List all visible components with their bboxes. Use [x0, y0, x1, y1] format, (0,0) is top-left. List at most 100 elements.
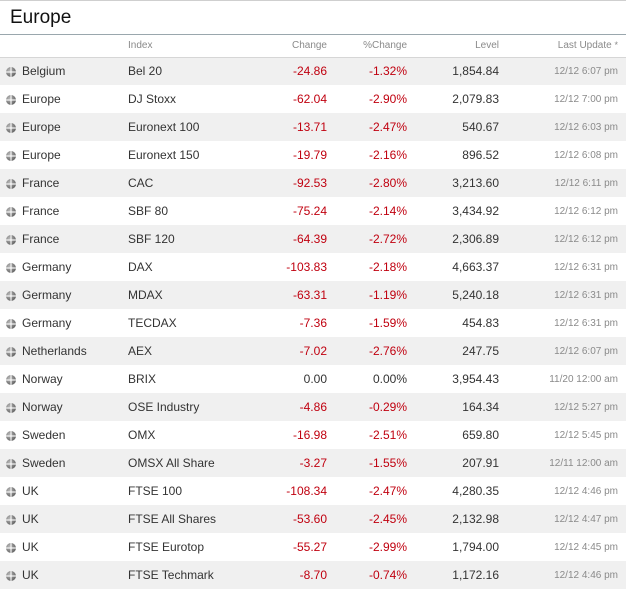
index-link[interactable]: SBF 120: [128, 232, 175, 246]
index-cell[interactable]: CAC: [128, 169, 255, 197]
globe-icon-cell[interactable]: [0, 533, 22, 561]
globe-icon-cell[interactable]: [0, 309, 22, 337]
index-cell[interactable]: OSE Industry: [128, 393, 255, 421]
globe-icon-cell[interactable]: [0, 113, 22, 141]
index-link[interactable]: Euronext 100: [128, 120, 200, 134]
globe-icon[interactable]: [6, 206, 16, 217]
header-index[interactable]: Index: [128, 40, 153, 52]
globe-icon-cell[interactable]: [0, 197, 22, 225]
table-row[interactable]: Norway OSE Industry -4.86 -0.29% 164.34 12/12…: [0, 393, 626, 421]
globe-icon[interactable]: [6, 234, 16, 245]
globe-icon-cell[interactable]: [0, 477, 22, 505]
table-row[interactable]: UK FTSE All Shares -53.60 -2.45% 2,132.98 12/…: [0, 505, 626, 533]
table-row[interactable]: Sweden OMX -16.98 -2.51% 659.80 12/12 5:45 pm: [0, 421, 626, 449]
index-cell[interactable]: DJ Stoxx: [128, 85, 255, 113]
table-row[interactable]: Germany MDAX -63.31 -1.19% 5,240.18 12/12 6:3…: [0, 281, 626, 309]
globe-icon-cell[interactable]: [0, 561, 22, 589]
globe-icon[interactable]: [6, 542, 16, 553]
index-link[interactable]: FTSE Eurotop: [128, 540, 205, 554]
index-link[interactable]: Euronext 150: [128, 148, 200, 162]
index-cell[interactable]: SBF 80: [128, 197, 255, 225]
index-link[interactable]: Bel 20: [128, 64, 163, 79]
index-link[interactable]: OMSX All Share: [128, 456, 215, 470]
globe-icon[interactable]: [6, 178, 16, 189]
index-link[interactable]: DJ Stoxx: [128, 92, 177, 106]
globe-icon[interactable]: [6, 514, 16, 525]
index-cell[interactable]: SBF 120: [128, 225, 255, 253]
index-cell[interactable]: FTSE 100: [128, 477, 255, 505]
table-row[interactable]: Europe Euronext 100 -13.71 -2.47% 540.67 12/1…: [0, 113, 626, 141]
index-cell[interactable]: FTSE All Shares: [128, 505, 255, 533]
index-link[interactable]: FTSE All Shares: [128, 512, 217, 526]
index-link[interactable]: MDAX: [128, 288, 163, 302]
index-cell[interactable]: TECDAX: [128, 309, 255, 337]
index-cell[interactable]: Bel 20: [128, 57, 255, 85]
globe-icon-cell[interactable]: [0, 85, 22, 113]
index-link[interactable]: CAC: [128, 176, 154, 190]
header-last-update[interactable]: Last Update *: [499, 35, 618, 57]
index-cell[interactable]: DAX: [128, 253, 255, 281]
index-cell[interactable]: MDAX: [128, 281, 255, 309]
globe-icon[interactable]: [6, 374, 16, 385]
globe-icon-cell[interactable]: [0, 421, 22, 449]
index-cell[interactable]: OMSX All Share: [128, 449, 255, 477]
index-link[interactable]: BRIX: [128, 372, 157, 386]
globe-icon-cell[interactable]: [0, 337, 22, 365]
index-link[interactable]: AEX: [128, 344, 153, 358]
globe-icon-cell[interactable]: [0, 57, 22, 85]
globe-icon-cell[interactable]: [0, 281, 22, 309]
globe-icon-cell[interactable]: [0, 141, 22, 169]
globe-icon-cell[interactable]: [0, 169, 22, 197]
table-row[interactable]: Belgium Bel 20 -24.86 -1.32% 1,854.84 12/12 6…: [0, 57, 626, 85]
table-row[interactable]: Europe Euronext 150 -19.79 -2.16% 896.52 12/1…: [0, 141, 626, 169]
index-link[interactable]: FTSE 100: [128, 484, 183, 498]
globe-icon-cell[interactable]: [0, 505, 22, 533]
table-row[interactable]: UK FTSE Techmark -8.70 -0.74% 1,172.16 12/12 …: [0, 561, 626, 589]
index-link[interactable]: FTSE Techmark: [128, 568, 214, 582]
globe-icon-cell[interactable]: [0, 253, 22, 281]
globe-icon[interactable]: [6, 262, 16, 273]
table-row[interactable]: Germany TECDAX -7.36 -1.59% 454.83 12/12 6:31…: [0, 309, 626, 337]
table-row[interactable]: UK FTSE Eurotop -55.27 -2.99% 1,794.00 12/12 …: [0, 533, 626, 561]
globe-icon[interactable]: [6, 402, 16, 413]
table-row[interactable]: France SBF 80 -75.24 -2.14% 3,434.92 12/12 6:…: [0, 197, 626, 225]
table-row[interactable]: UK FTSE 100 -108.34 -2.47% 4,280.35 12/12 4:4…: [0, 477, 626, 505]
header-change[interactable]: Change: [291, 40, 327, 52]
globe-icon-cell[interactable]: [0, 449, 22, 477]
header-pct-change[interactable]: %Change: [363, 40, 407, 52]
globe-icon[interactable]: [6, 458, 16, 469]
table-row[interactable]: Norway BRIX 0.00 0.00% 3,954.43 11/20 12:00 a…: [0, 365, 626, 393]
table-row[interactable]: Sweden OMSX All Share -3.27 -1.55% 207.91 12/…: [0, 449, 626, 477]
index-cell[interactable]: OMX: [128, 421, 255, 449]
index-cell[interactable]: Euronext 100: [128, 113, 255, 141]
globe-icon[interactable]: [6, 67, 16, 78]
index-link[interactable]: DAX: [128, 260, 153, 274]
index-cell[interactable]: BRIX: [128, 365, 255, 393]
index-link[interactable]: OSE Industry: [128, 400, 200, 414]
index-link[interactable]: TECDAX: [128, 316, 177, 330]
index-cell[interactable]: Euronext 150: [128, 141, 255, 169]
index-cell[interactable]: AEX: [128, 337, 255, 365]
table-row[interactable]: Netherlands AEX -7.02 -2.76% 247.75 12/12 6:0…: [0, 337, 626, 365]
globe-icon[interactable]: [6, 486, 16, 497]
globe-icon[interactable]: [6, 318, 16, 329]
globe-icon-cell[interactable]: [0, 225, 22, 253]
globe-icon[interactable]: [6, 122, 16, 133]
index-cell[interactable]: FTSE Techmark: [128, 561, 255, 589]
globe-icon[interactable]: [6, 430, 16, 441]
globe-icon-cell[interactable]: [0, 393, 22, 421]
index-link[interactable]: OMX: [128, 428, 156, 442]
globe-icon[interactable]: [6, 94, 16, 105]
table-row[interactable]: France SBF 120 -64.39 -2.72% 2,306.89 12/12 6…: [0, 225, 626, 253]
globe-icon-cell[interactable]: [0, 365, 22, 393]
table-row[interactable]: Germany DAX -103.83 -2.18% 4,663.37 12/12 6:3…: [0, 253, 626, 281]
index-cell[interactable]: FTSE Eurotop: [128, 533, 255, 561]
globe-icon[interactable]: [6, 150, 16, 161]
globe-icon[interactable]: [6, 346, 16, 357]
header-level[interactable]: Level: [475, 40, 499, 52]
globe-icon[interactable]: [6, 570, 16, 581]
table-row[interactable]: Europe DJ Stoxx -62.04 -2.90% 2,079.83 12/12 …: [0, 85, 626, 113]
globe-icon[interactable]: [6, 290, 16, 301]
index-link[interactable]: SBF 80: [128, 204, 169, 218]
table-row[interactable]: France CAC -92.53 -2.80% 3,213.60 12/12 6:11 …: [0, 169, 626, 197]
